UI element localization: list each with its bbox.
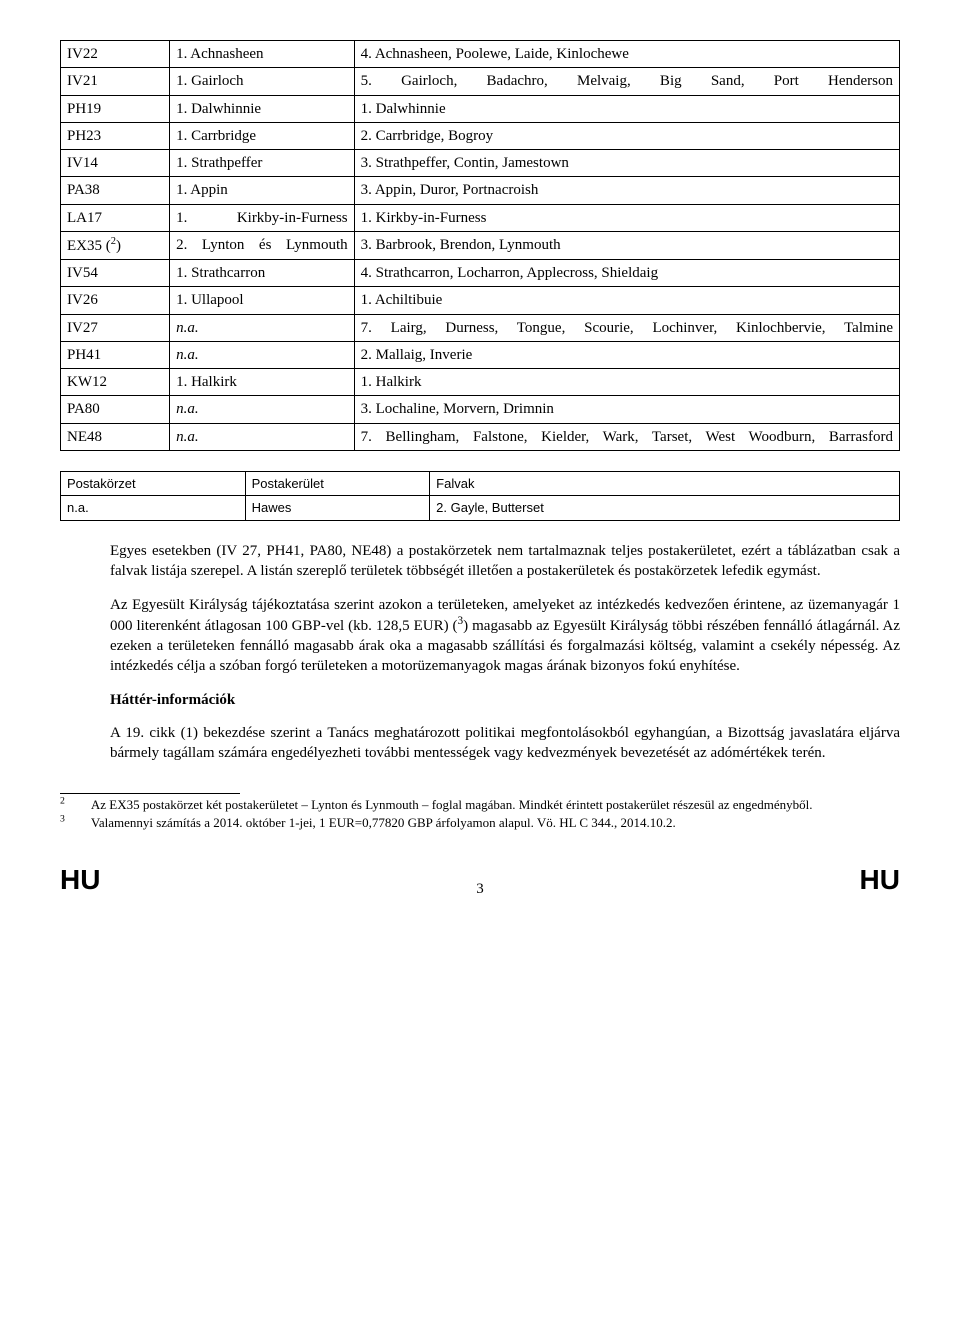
cell: 4. Strathcarron, Locharron, Applecross, …: [354, 260, 899, 287]
cell: 1. Achnasheen: [170, 41, 355, 68]
table-row: n.a. Hawes 2. Gayle, Butterset: [61, 496, 900, 521]
footer-lang-left: HU: [60, 861, 100, 899]
paragraph: A 19. cikk (1) bekezdése szerint a Tanác…: [110, 723, 900, 764]
table-row: NE48n.a.7. Bellingham, Falstone, Kielder…: [61, 423, 900, 450]
section-heading: Háttér-információk: [110, 690, 900, 710]
table-row: IV221. Achnasheen4. Achnasheen, Poolewe,…: [61, 41, 900, 68]
cell: EX35 (2): [61, 231, 170, 259]
table-row: LA171. Kirkby-in-Furness1. Kirkby-in-Fur…: [61, 204, 900, 231]
cell: n.a.: [170, 423, 355, 450]
footnote-3: 3 Valamennyi számítás a 2014. október 1-…: [60, 814, 900, 832]
footer-page-number: 3: [476, 879, 484, 899]
cell: n.a.: [170, 314, 355, 341]
table-row: IV27n.a.7. Lairg, Durness, Tongue, Scour…: [61, 314, 900, 341]
table-row: EX35 (2)2. Lynton és Lynmouth3. Barbrook…: [61, 231, 900, 259]
cell: PH19: [61, 95, 170, 122]
footnote-text: Valamennyi számítás a 2014. október 1-je…: [91, 815, 676, 830]
main-table: IV221. Achnasheen4. Achnasheen, Poolewe,…: [60, 40, 900, 451]
table-row: PH231. Carrbridge2. Carrbridge, Bogroy: [61, 122, 900, 149]
cell: n.a.: [170, 341, 355, 368]
footnote-2: 2 Az EX35 postakörzet két postakerületet…: [60, 796, 900, 814]
paragraph: Az Egyesült Királyság tájékoztatása szer…: [110, 595, 900, 676]
cell: 1. Kirkby-in-Furness: [170, 204, 355, 231]
cell: IV26: [61, 287, 170, 314]
table-row: IV141. Strathpeffer3. Strathpeffer, Cont…: [61, 150, 900, 177]
cell: Hawes: [245, 496, 430, 521]
cell: IV54: [61, 260, 170, 287]
cell: 1. Dalwhinnie: [170, 95, 355, 122]
table-row: IV541. Strathcarron4. Strathcarron, Loch…: [61, 260, 900, 287]
cell: 2. Lynton és Lynmouth: [170, 231, 355, 259]
cell: IV14: [61, 150, 170, 177]
table-row: KW121. Halkirk1. Halkirk: [61, 369, 900, 396]
cell: IV22: [61, 41, 170, 68]
cell: 1. Dalwhinnie: [354, 95, 899, 122]
page-footer: HU 3 HU: [60, 861, 900, 899]
table-row: IV261. Ullapool1. Achiltibuie: [61, 287, 900, 314]
footer-lang-right: HU: [860, 861, 900, 899]
cell: n.a.: [61, 496, 246, 521]
footnote-text: Az EX35 postakörzet két postakerületet –…: [91, 797, 813, 812]
paragraph: Egyes esetekben (IV 27, PH41, PA80, NE48…: [110, 541, 900, 582]
cell: KW12: [61, 369, 170, 396]
cell: PH41: [61, 341, 170, 368]
cell: PA38: [61, 177, 170, 204]
cell: 7. Bellingham, Falstone, Kielder, Wark, …: [354, 423, 899, 450]
table-row: PA80n.a.3. Lochaline, Morvern, Drimnin: [61, 396, 900, 423]
cell: 7. Lairg, Durness, Tongue, Scourie, Loch…: [354, 314, 899, 341]
cell: n.a.: [170, 396, 355, 423]
cell: 1. Halkirk: [170, 369, 355, 396]
cell: IV27: [61, 314, 170, 341]
cell: 5. Gairloch, Badachro, Melvaig, Big Sand…: [354, 68, 899, 95]
col-header: Falvak: [430, 471, 900, 496]
cell: 1. Strathpeffer: [170, 150, 355, 177]
cell: 1. Carrbridge: [170, 122, 355, 149]
table-row: PA381. Appin3. Appin, Duror, Portnacrois…: [61, 177, 900, 204]
cell: NE48: [61, 423, 170, 450]
cell: 3. Appin, Duror, Portnacroish: [354, 177, 899, 204]
table-row: PH41n.a.2. Mallaig, Inverie: [61, 341, 900, 368]
cell: 4. Achnasheen, Poolewe, Laide, Kinlochew…: [354, 41, 899, 68]
cell: 1. Strathcarron: [170, 260, 355, 287]
secondary-table: Postakörzet Postakerület Falvak n.a. Haw…: [60, 471, 900, 521]
table-header-row: Postakörzet Postakerület Falvak: [61, 471, 900, 496]
table-row: IV211. Gairloch5. Gairloch, Badachro, Me…: [61, 68, 900, 95]
footnotes: 2 Az EX35 postakörzet két postakerületet…: [60, 796, 900, 831]
cell: 1. Gairloch: [170, 68, 355, 95]
cell: IV21: [61, 68, 170, 95]
cell: 2. Gayle, Butterset: [430, 496, 900, 521]
cell: 1. Halkirk: [354, 369, 899, 396]
cell: LA17: [61, 204, 170, 231]
cell: PH23: [61, 122, 170, 149]
col-header: Postakörzet: [61, 471, 246, 496]
cell: 1. Ullapool: [170, 287, 355, 314]
cell: 1. Achiltibuie: [354, 287, 899, 314]
cell: 1. Kirkby-in-Furness: [354, 204, 899, 231]
cell: PA80: [61, 396, 170, 423]
cell: 2. Mallaig, Inverie: [354, 341, 899, 368]
cell: 3. Strathpeffer, Contin, Jamestown: [354, 150, 899, 177]
cell: 1. Appin: [170, 177, 355, 204]
cell: 2. Carrbridge, Bogroy: [354, 122, 899, 149]
cell: 3. Lochaline, Morvern, Drimnin: [354, 396, 899, 423]
col-header: Postakerület: [245, 471, 430, 496]
table-row: PH191. Dalwhinnie1. Dalwhinnie: [61, 95, 900, 122]
footnote-separator: [60, 793, 240, 794]
cell: 3. Barbrook, Brendon, Lynmouth: [354, 231, 899, 259]
